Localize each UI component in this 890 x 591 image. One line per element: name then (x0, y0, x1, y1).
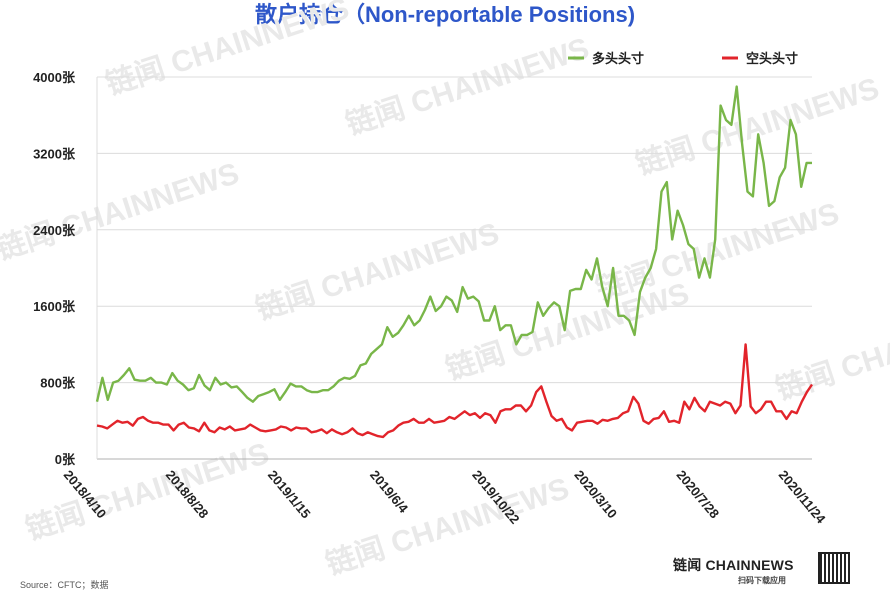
brand-logo-text: 链闻 CHAINNEWS (673, 557, 794, 573)
y-tick-label: 0张 (55, 452, 76, 467)
y-axis-ticks: 0张 800张 1600张 2400张 3200张 4000张 (33, 70, 76, 467)
watermark-text: 链闻 CHAINNEWS (342, 31, 593, 142)
watermark-text: 链闻 CHAINNEWS (0, 156, 243, 267)
watermark-text: 链闻 CHAINNEWS (252, 216, 503, 327)
series-line-short (96, 343, 813, 439)
gridlines (96, 76, 812, 460)
qr-code-icon (818, 552, 850, 584)
x-tick-label: 2020/7/28 (674, 467, 723, 521)
watermark-text: 链闻 CHAINNEWS (442, 276, 693, 387)
series-layer (95, 85, 813, 439)
x-tick-label: 2020/3/10 (571, 467, 620, 521)
x-tick-label: 2019/6/4 (367, 467, 412, 516)
y-tick-label: 1600张 (33, 299, 76, 314)
chart-title: 散户持仓（Non-reportable Positions) (254, 2, 636, 27)
watermark-text: 链闻 CHAINNEWS (322, 471, 573, 582)
y-tick-label: 4000张 (33, 70, 76, 85)
watermark-text: 链闻 CHAINNEWS (102, 0, 353, 102)
legend-label: 空头头寸 (746, 51, 798, 66)
series-line-long (95, 85, 812, 403)
legend-label: 多头头寸 (592, 51, 644, 66)
brand-subtitle: 扫码下载应用 (738, 576, 786, 585)
x-tick-label: 2019/1/15 (265, 467, 314, 521)
x-tick-label: 2020/11/24 (776, 467, 829, 527)
y-tick-label: 800张 (40, 376, 76, 391)
y-tick-label: 3200张 (33, 146, 76, 161)
y-tick-label: 2400张 (33, 223, 76, 238)
watermark-text: 链闻 CHAINNEWS (772, 296, 890, 407)
legend: 多头头寸 空头头寸 (568, 51, 798, 66)
watermark-text: 链闻 CHAINNEWS (632, 71, 883, 182)
